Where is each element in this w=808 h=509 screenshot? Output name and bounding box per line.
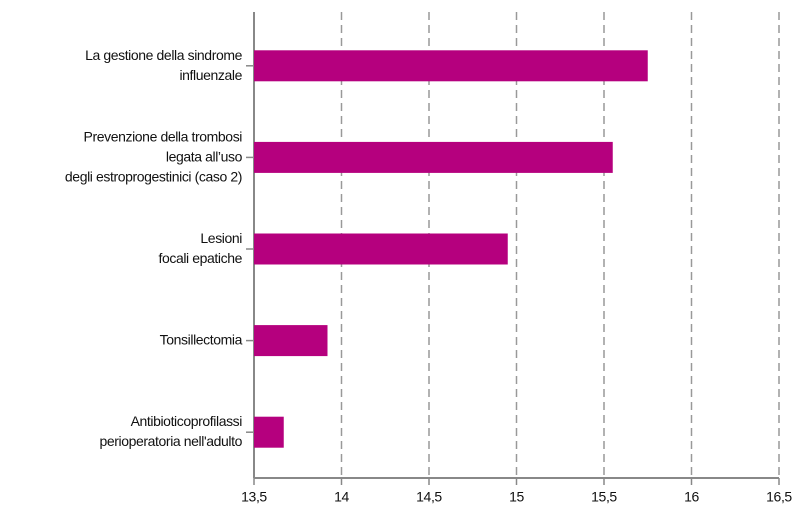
y-tick-label: Lesioni focali epatiche bbox=[158, 230, 242, 266]
x-tick-label: 13,5 bbox=[241, 489, 267, 505]
bar bbox=[254, 141, 613, 173]
x-tick-label: 15,5 bbox=[591, 489, 617, 505]
x-tick-label: 15 bbox=[509, 489, 524, 505]
y-tick-label-line: degli estroprogestinici (caso 2) bbox=[65, 168, 242, 184]
bar bbox=[254, 325, 328, 357]
y-tick-label-line: Lesioni bbox=[200, 230, 242, 246]
y-tick-label-line: perioperatoria nell'adulto bbox=[100, 433, 243, 449]
bar bbox=[254, 416, 284, 448]
x-tick-label: 14 bbox=[334, 489, 349, 505]
y-tick-label: Tonsillectomia bbox=[160, 331, 243, 347]
y-tick-label-line: legata all’uso bbox=[166, 148, 243, 164]
bar bbox=[254, 233, 508, 265]
y-tick-label-line: La gestione della sindrome bbox=[85, 47, 243, 63]
y-tick-label: Antibioticoprofilassi perioperatoria nell… bbox=[100, 413, 243, 449]
y-tick-label-line: Antibioticoprofilassi bbox=[131, 413, 243, 429]
x-tick-label: 16 bbox=[684, 489, 699, 505]
y-tick-label-line: influenzale bbox=[179, 67, 242, 83]
y-tick-label: Prevenzione della trombosi legata all’uso… bbox=[65, 128, 243, 184]
y-tick-label-line: Tonsillectomia bbox=[160, 331, 243, 347]
y-tick-label-line: Prevenzione della trombosi bbox=[84, 128, 243, 144]
x-tick-label: 14,5 bbox=[416, 489, 442, 505]
y-tick-label: La gestione della sindrome influenzale bbox=[85, 47, 243, 83]
y-tick-label-line: focali epatiche bbox=[158, 250, 242, 266]
x-tick-label: 16,5 bbox=[766, 489, 792, 505]
bar bbox=[254, 50, 648, 82]
